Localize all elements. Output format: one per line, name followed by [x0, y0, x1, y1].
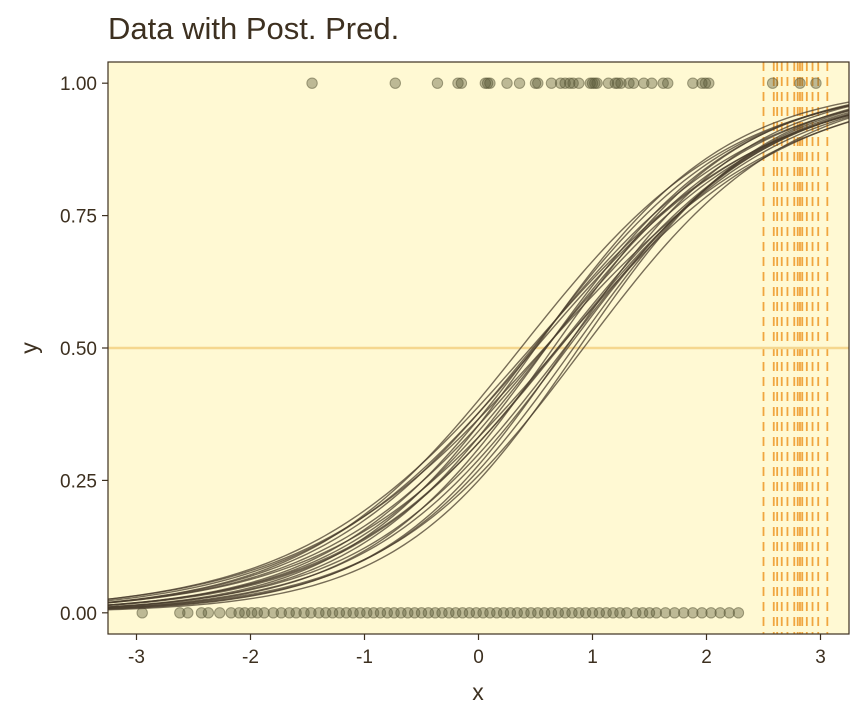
data-point — [573, 77, 585, 89]
data-points — [136, 77, 822, 619]
posterior-curves — [107, 101, 850, 611]
posterior-curve — [107, 101, 850, 608]
data-point — [703, 77, 715, 89]
data-point — [202, 607, 215, 619]
data-point — [611, 77, 624, 89]
data-point — [696, 607, 708, 619]
data-point — [810, 77, 822, 89]
x-tick-label: -3 — [128, 647, 145, 668]
x-tick-label: 1 — [587, 647, 598, 668]
data-point — [455, 77, 468, 89]
x-axis: -3 -2 -1 0 1 2 3 — [128, 634, 826, 668]
x-axis-title: x — [472, 679, 484, 705]
posterior-curve — [107, 105, 850, 610]
x-tick-label: 2 — [701, 647, 712, 668]
data-point — [484, 77, 496, 89]
data-point — [564, 77, 576, 89]
data-point — [290, 607, 302, 619]
data-point — [650, 607, 663, 619]
posterior-curve — [107, 105, 850, 604]
data-point — [225, 607, 237, 619]
data-point — [678, 607, 690, 619]
data-point — [275, 607, 287, 619]
data-point — [638, 77, 650, 89]
posterior-curve — [107, 108, 850, 611]
data-point — [766, 77, 779, 89]
y-tick-label: 1.00 — [60, 74, 97, 95]
posterior-curve — [107, 117, 850, 609]
data-point — [182, 607, 194, 619]
data-point — [513, 77, 526, 89]
data-point — [623, 77, 635, 89]
x-tick-label: 0 — [473, 647, 484, 668]
y-tick-label: 0.25 — [60, 471, 97, 492]
data-point — [699, 77, 712, 89]
data-point — [732, 607, 745, 619]
data-point — [621, 607, 633, 619]
data-point — [258, 607, 270, 619]
y-tick-label: 0.75 — [60, 207, 97, 228]
data-point — [705, 607, 717, 619]
data-point — [554, 77, 567, 89]
data-point — [532, 77, 544, 89]
data-point — [662, 77, 674, 89]
data-point — [659, 607, 672, 619]
data-point — [591, 77, 603, 89]
x-tick-label: -1 — [356, 647, 373, 668]
data-point — [214, 607, 226, 619]
y-tick-label: 0.00 — [60, 604, 97, 625]
data-point — [714, 607, 726, 619]
data-point — [627, 77, 640, 89]
data-point — [668, 607, 681, 619]
x-tick-label: -2 — [242, 647, 259, 668]
data-point — [794, 77, 806, 89]
data-point — [174, 607, 186, 619]
posterior-curve — [107, 103, 850, 610]
y-axis-title: y — [16, 342, 42, 354]
data-point — [567, 77, 579, 89]
data-point — [559, 77, 571, 89]
data-point — [687, 607, 699, 619]
y-axis: 0.00 0.25 0.50 0.75 1.00 — [60, 74, 108, 625]
data-point — [646, 77, 658, 89]
data-point — [452, 77, 464, 89]
posterior-curve — [107, 114, 850, 607]
x-tick-label: 3 — [815, 647, 826, 668]
data-point — [687, 77, 699, 89]
posterior-curve — [107, 114, 850, 602]
data-point — [306, 77, 318, 89]
data-point — [723, 607, 735, 619]
posterior-curve — [107, 104, 850, 606]
y-tick-label: 0.50 — [60, 339, 97, 360]
data-point — [615, 77, 627, 89]
data-point — [305, 607, 317, 619]
data-point — [501, 77, 513, 89]
data-point — [267, 607, 279, 619]
data-point — [545, 77, 558, 89]
data-point — [657, 77, 669, 89]
data-point — [389, 77, 401, 89]
data-point — [431, 77, 444, 89]
chart-title: Data with Post. Pred. — [108, 11, 399, 46]
